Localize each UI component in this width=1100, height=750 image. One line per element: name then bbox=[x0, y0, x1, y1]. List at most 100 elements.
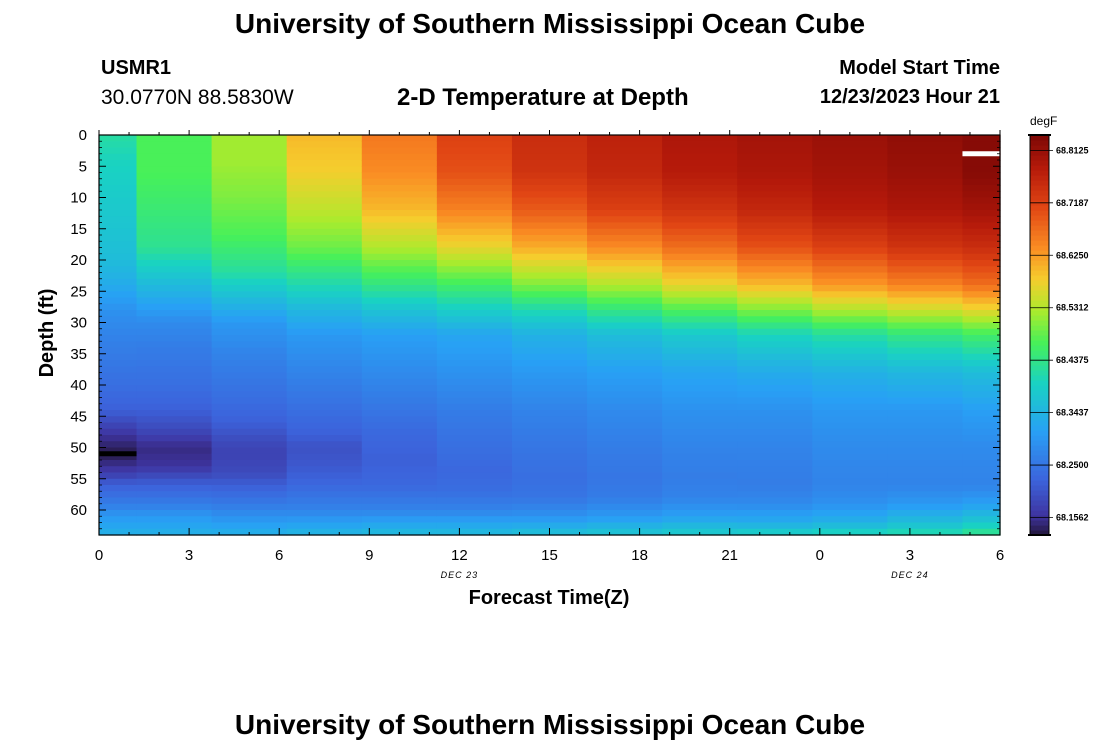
heat-cell-col7-d21 bbox=[587, 266, 663, 274]
heat-cell-col4-d27 bbox=[361, 303, 438, 311]
heat-cell-col6-d33 bbox=[511, 341, 588, 349]
heat-cell-col9-d30 bbox=[737, 322, 813, 330]
heat-cell-col7-d46 bbox=[587, 422, 663, 430]
heat-cell-col7-d10 bbox=[587, 197, 663, 205]
heat-cell-col2-d39 bbox=[211, 378, 288, 386]
colorbar-tick-label: 68.7187 bbox=[1056, 198, 1089, 208]
heat-cell-col3-d8 bbox=[286, 185, 363, 192]
heat-cell-col1-d35 bbox=[136, 353, 213, 361]
heat-cell-col5-d16 bbox=[436, 235, 513, 242]
heat-cell-col9-d36 bbox=[737, 360, 813, 367]
heat-cell-col7-d37 bbox=[587, 366, 663, 374]
heat-cell-col11-d20 bbox=[887, 260, 964, 267]
heatmap-cells bbox=[99, 135, 1001, 536]
heat-cell-col8-d55 bbox=[662, 478, 738, 486]
heat-cell-col2-d4 bbox=[211, 160, 288, 167]
station-id: USMR1 bbox=[101, 57, 172, 79]
heat-cell-col5-d51 bbox=[436, 453, 513, 461]
heat-cell-col0-d18 bbox=[99, 247, 138, 255]
heat-cell-col12-d19 bbox=[962, 253, 1001, 261]
heat-cell-col3-d20 bbox=[286, 260, 363, 267]
colorbar-swatch bbox=[1030, 210, 1049, 216]
heat-cell-col11-d12 bbox=[887, 210, 964, 217]
heat-cell-col0-d44 bbox=[99, 410, 138, 417]
heat-cell-col7-d45 bbox=[587, 416, 663, 424]
heat-cell-col2-d9 bbox=[211, 191, 288, 199]
heat-cell-col3-d21 bbox=[286, 266, 363, 274]
heat-cell-col7-d61 bbox=[587, 516, 663, 524]
heat-cell-col6-d45 bbox=[511, 416, 588, 424]
heat-cell-col6-d12 bbox=[511, 210, 588, 217]
heat-cell-col12-d54 bbox=[962, 472, 1001, 480]
heat-cell-col3-d39 bbox=[286, 378, 363, 386]
y-tick-label: 50 bbox=[70, 440, 87, 457]
heat-cell-col8-d59 bbox=[662, 503, 738, 511]
heat-cell-col9-d61 bbox=[737, 516, 813, 524]
heat-cell-col9-d42 bbox=[737, 397, 813, 405]
heat-cell-col7-d27 bbox=[587, 303, 663, 311]
heat-cell-col12-d16 bbox=[962, 235, 1001, 242]
heat-cell-col10-d17 bbox=[812, 241, 888, 249]
heat-cell-col0-d58 bbox=[99, 497, 138, 505]
heat-cell-col9-d48 bbox=[737, 435, 813, 442]
heat-cell-col11-d14 bbox=[887, 222, 964, 230]
heat-cell-col10-d50 bbox=[812, 447, 888, 455]
heat-cell-col10-d47 bbox=[812, 428, 888, 436]
heat-cell-col2-d13 bbox=[211, 216, 288, 224]
heat-cell-col5-d35 bbox=[436, 353, 513, 361]
heat-cell-col0-d9 bbox=[99, 191, 138, 199]
colorbar-swatch bbox=[1030, 380, 1049, 386]
heat-cell-col2-d62 bbox=[211, 522, 288, 530]
heat-cell-col0-d55 bbox=[99, 478, 138, 486]
heat-cell-col5-d28 bbox=[436, 310, 513, 317]
heat-cell-col12-d8 bbox=[962, 185, 1001, 192]
heat-cell-col5-d46 bbox=[436, 422, 513, 430]
colorbar-swatch bbox=[1030, 220, 1049, 226]
heat-cell-col2-d55 bbox=[211, 478, 288, 486]
colorbar-swatch bbox=[1030, 145, 1049, 151]
heat-cell-col9-d56 bbox=[737, 485, 813, 492]
heat-cell-col6-d28 bbox=[511, 310, 588, 317]
heat-cell-col1-d43 bbox=[136, 403, 213, 411]
heat-cell-col0-d40 bbox=[99, 385, 138, 392]
heat-cell-col11-d56 bbox=[887, 485, 964, 492]
heat-cell-col0-d51 bbox=[99, 453, 138, 461]
colorbar-swatch bbox=[1030, 390, 1049, 396]
heat-cell-col6-d44 bbox=[511, 410, 588, 417]
heat-cell-col7-d54 bbox=[587, 472, 663, 480]
heat-cell-col9-d8 bbox=[737, 185, 813, 192]
heat-cell-col2-d59 bbox=[211, 503, 288, 511]
heat-cell-col8-d40 bbox=[662, 385, 738, 392]
heat-cell-col11-d4 bbox=[887, 160, 964, 167]
heat-cell-col11-d15 bbox=[887, 228, 964, 236]
heat-cell-col11-d9 bbox=[887, 191, 964, 199]
heat-cell-col10-d62 bbox=[812, 522, 888, 530]
heat-cell-col5-d30 bbox=[436, 322, 513, 330]
heat-cell-col10-d59 bbox=[812, 503, 888, 511]
heat-cell-col11-d59 bbox=[887, 503, 964, 511]
heat-cell-col4-d38 bbox=[361, 372, 438, 380]
heat-cell-col6-d19 bbox=[511, 253, 588, 261]
heat-cell-col10-d5 bbox=[812, 166, 888, 174]
heat-cell-col4-d61 bbox=[361, 516, 438, 524]
heat-cell-col1-d45 bbox=[136, 416, 213, 424]
heat-cell-col1-d4 bbox=[136, 160, 213, 167]
heat-cell-col12-d4 bbox=[962, 160, 1001, 167]
colorbar-swatch bbox=[1030, 225, 1049, 231]
heat-cell-col7-d36 bbox=[587, 360, 663, 367]
heat-cell-col7-d24 bbox=[587, 285, 663, 292]
heat-cell-col2-d3 bbox=[211, 153, 288, 161]
heat-cell-col6-d10 bbox=[511, 197, 588, 205]
x-tick-label: 21 bbox=[721, 547, 738, 564]
colorbar-swatch bbox=[1030, 280, 1049, 286]
colorbar-swatch bbox=[1030, 505, 1049, 511]
heat-cell-col10-d54 bbox=[812, 472, 888, 480]
heat-cell-col12-d21 bbox=[962, 266, 1001, 274]
heat-cell-col1-d53 bbox=[136, 466, 213, 474]
heat-cell-col6-d2 bbox=[511, 147, 588, 155]
heat-cell-col10-d23 bbox=[812, 278, 888, 286]
heat-cell-col6-d50 bbox=[511, 447, 588, 455]
heat-cell-col9-d10 bbox=[737, 197, 813, 205]
heat-cell-col5-d29 bbox=[436, 316, 513, 324]
heat-cell-col7-d28 bbox=[587, 310, 663, 317]
